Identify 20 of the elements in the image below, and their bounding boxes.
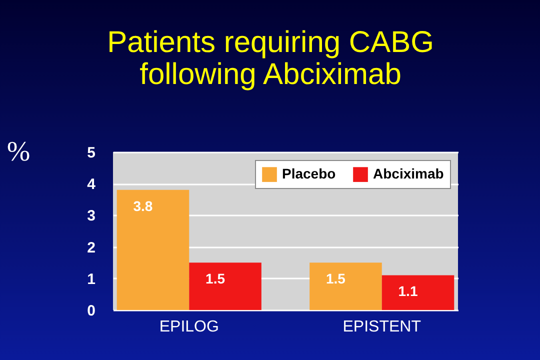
y-tick-label: 5: [87, 144, 96, 162]
y-tick-label: 1: [87, 270, 96, 288]
y-tick-label: 4: [87, 176, 96, 194]
data-label: 1.5: [206, 270, 226, 287]
legend-label: Placebo: [282, 166, 336, 182]
y-tick-label: 2: [87, 239, 96, 256]
data-label: 1.5: [326, 270, 346, 287]
x-tick-label: EPISTENT: [342, 318, 422, 336]
bar: [116, 190, 190, 310]
x-tick-label: EPILOG: [159, 318, 219, 336]
bar: [310, 262, 382, 310]
y-tick-label: 3: [87, 208, 96, 225]
data-label: 1.1: [398, 283, 418, 300]
legend-label: Abciximab: [373, 166, 444, 182]
chart-title: Patients requiring CABG following Abciximab: [107, 26, 434, 91]
y-axis-title: %: [6, 136, 30, 168]
y-tick-label: 0: [87, 302, 96, 320]
bar: [382, 275, 454, 310]
bar: [189, 262, 262, 310]
data-label: 3.8: [133, 198, 153, 214]
